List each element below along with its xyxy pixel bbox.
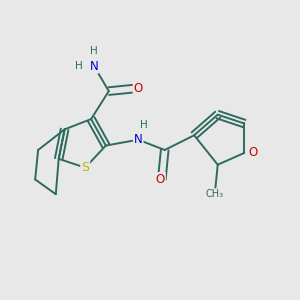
Text: O: O — [248, 146, 258, 159]
Text: H: H — [90, 46, 98, 56]
Text: S: S — [81, 161, 89, 174]
Text: H: H — [76, 61, 83, 71]
Text: O: O — [156, 173, 165, 186]
Text: N: N — [134, 133, 142, 146]
Text: CH₃: CH₃ — [206, 189, 224, 199]
Text: N: N — [90, 60, 98, 73]
Text: O: O — [134, 82, 143, 95]
Text: H: H — [140, 120, 148, 130]
